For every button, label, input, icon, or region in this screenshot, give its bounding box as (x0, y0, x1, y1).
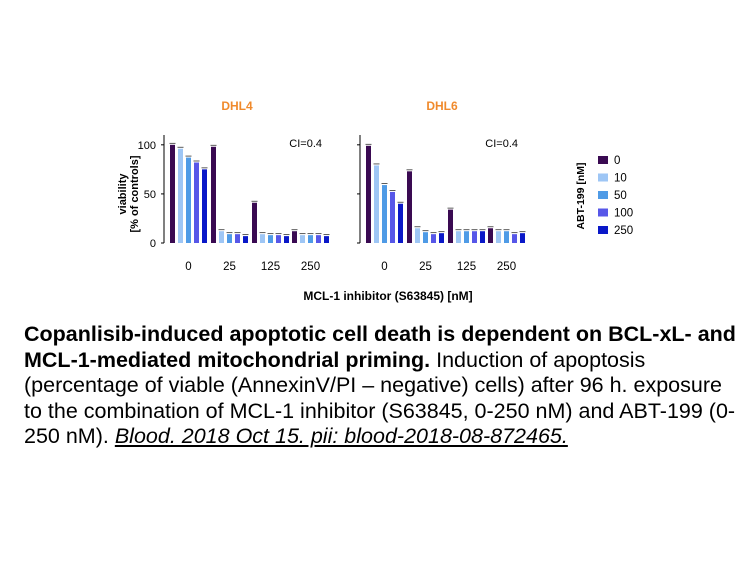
bar-dhl4-0-10 (178, 148, 183, 243)
bar-dhl6-25-10 (415, 228, 420, 243)
x-tick-label: 250 (497, 261, 516, 273)
bar-dhl6-125-50 (464, 231, 469, 243)
figure-caption: Copanlisib-induced apoptotic cell death … (24, 322, 744, 450)
legend-swatch-0 (598, 156, 608, 164)
legend-swatch-100 (598, 208, 608, 217)
bar-dhl6-0-50 (382, 185, 387, 243)
bar-dhl6-250-250 (520, 233, 525, 243)
bar-dhl6-250-50 (504, 231, 509, 243)
bar-dhl6-250-10 (496, 231, 501, 243)
x-axis-label: MCL-1 inhibitor (S63845) [nM] (303, 289, 472, 303)
bar-dhl6-125-0 (448, 209, 453, 243)
legend-label-10: 10 (614, 173, 627, 185)
x-tick-label: 250 (301, 261, 320, 273)
legend-label-50: 50 (614, 190, 627, 202)
bar-dhl4-25-50 (227, 234, 232, 243)
y-tick-label: 100 (138, 140, 156, 152)
y-axis-label: viability (117, 173, 129, 215)
legend-label-0: 0 (614, 155, 620, 167)
bar-dhl6-250-0 (488, 228, 493, 243)
panel-annotation: CI=0.4 (289, 138, 322, 150)
bar-dhl4-0-0 (170, 144, 175, 243)
bar-dhl4-125-10 (260, 234, 265, 243)
bar-dhl4-250-50 (308, 235, 313, 243)
x-tick-label: 0 (185, 261, 191, 273)
bar-dhl4-250-250 (324, 236, 329, 243)
y-tick-label: 50 (144, 189, 156, 201)
bar-dhl6-25-250 (439, 233, 444, 243)
bar-dhl4-125-100 (276, 235, 281, 243)
bar-dhl4-25-0 (211, 146, 216, 243)
bar-dhl6-250-100 (512, 234, 517, 243)
legend-swatch-10 (598, 173, 608, 182)
legend-label-250: 250 (614, 225, 633, 237)
bar-dhl4-0-100 (194, 162, 199, 243)
bar-dhl4-25-10 (219, 231, 224, 243)
legend-label-100: 100 (614, 208, 633, 220)
panel-annotation: CI=0.4 (485, 138, 518, 150)
bar-dhl6-0-250 (398, 203, 403, 243)
legend-swatch-250 (598, 226, 608, 234)
bar-dhl4-0-50 (186, 157, 191, 243)
x-tick-label: 125 (457, 261, 476, 273)
bar-dhl6-0-0 (366, 145, 371, 243)
bar-dhl6-125-250 (480, 231, 485, 243)
y-tick-label: 0 (150, 238, 156, 250)
bar-dhl4-25-100 (235, 234, 240, 243)
bar-dhl4-0-250 (202, 169, 207, 243)
bar-dhl4-25-250 (243, 236, 248, 243)
bar-dhl6-25-0 (407, 171, 412, 243)
caption-body: Induction of apoptosis (percentage of vi… (24, 347, 736, 449)
figure: DHL4 CI=0.4 0 50 100 0 25 125 250 DHL6 CI=0.4 0 25 12… (117, 99, 633, 303)
x-tick-label: 25 (419, 261, 432, 273)
bar-dhl6-0-10 (374, 165, 379, 243)
caption-title: Copanlisib-induced apoptotic cell death … (24, 322, 736, 372)
bar-dhl6-25-100 (431, 234, 436, 243)
bar-dhl4-125-50 (268, 235, 273, 243)
panel-title: DHL4 (221, 99, 253, 113)
y-axis-label-line2: [% of controls] (129, 155, 141, 232)
x-tick-label: 0 (381, 261, 387, 273)
bar-dhl4-125-0 (252, 202, 257, 243)
bar-dhl6-125-10 (456, 231, 461, 243)
legend-title: ABT-199 [nM] (575, 162, 587, 229)
bar-dhl4-125-250 (284, 236, 289, 243)
panel-title: DHL6 (426, 99, 458, 113)
bar-dhl4-250-100 (316, 235, 321, 243)
x-tick-label: 25 (223, 261, 236, 273)
bar-dhl6-125-100 (472, 231, 477, 243)
caption-citation[interactable]: Blood. 2018 Oct 15. pii: blood-2018-08-8… (114, 424, 568, 448)
bar-dhl6-0-100 (390, 191, 395, 243)
bar-dhl6-25-50 (423, 232, 428, 243)
bar-dhl4-250-0 (292, 231, 297, 243)
legend-swatch-50 (598, 191, 608, 199)
bar-dhl4-250-10 (300, 235, 305, 243)
x-tick-label: 125 (261, 261, 280, 273)
